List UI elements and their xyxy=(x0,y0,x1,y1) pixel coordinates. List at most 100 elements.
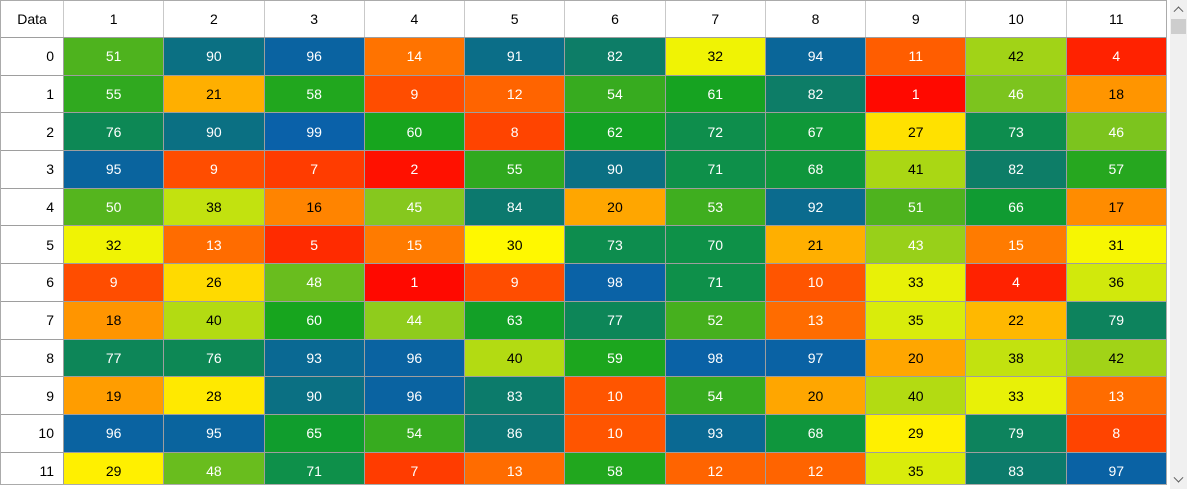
cell-r7-c9[interactable]: 35 xyxy=(866,301,966,339)
cell-r0-c6[interactable]: 82 xyxy=(565,38,665,75)
cell-r11-c9[interactable]: 35 xyxy=(866,452,966,484)
cell-r4-c10[interactable]: 66 xyxy=(966,188,1066,226)
cell-r10-c5[interactable]: 86 xyxy=(465,414,565,452)
cell-r6-c4[interactable]: 1 xyxy=(364,264,465,301)
cell-r9-c5[interactable]: 83 xyxy=(465,377,565,414)
cell-r8-c4[interactable]: 96 xyxy=(364,339,465,377)
cell-r11-c5[interactable]: 13 xyxy=(465,452,565,484)
cell-r8-c7[interactable]: 98 xyxy=(665,339,765,377)
cell-r9-c4[interactable]: 96 xyxy=(364,377,465,414)
cell-r7-c4[interactable]: 44 xyxy=(364,301,465,339)
cell-r11-c2[interactable]: 48 xyxy=(164,452,264,484)
cell-r5-c4[interactable]: 15 xyxy=(364,226,465,264)
column-header-5[interactable]: 5 xyxy=(465,1,565,37)
cell-r4-c3[interactable]: 16 xyxy=(264,188,364,226)
cell-r6-c3[interactable]: 48 xyxy=(264,264,364,301)
cell-r8-c8[interactable]: 97 xyxy=(765,339,866,377)
row-header-7[interactable]: 7 xyxy=(1,301,63,339)
cell-r7-c6[interactable]: 77 xyxy=(565,301,665,339)
cell-r0-c8[interactable]: 94 xyxy=(765,38,866,75)
cell-r9-c9[interactable]: 40 xyxy=(866,377,966,414)
cell-r4-c11[interactable]: 17 xyxy=(1066,188,1166,226)
cell-r3-c5[interactable]: 55 xyxy=(465,151,565,188)
cell-r5-c9[interactable]: 43 xyxy=(866,226,966,264)
cell-r1-c8[interactable]: 82 xyxy=(765,75,866,113)
cell-r9-c6[interactable]: 10 xyxy=(565,377,665,414)
cell-r7-c11[interactable]: 79 xyxy=(1066,301,1166,339)
cell-r0-c9[interactable]: 11 xyxy=(866,38,966,75)
cell-r2-c5[interactable]: 8 xyxy=(465,113,565,151)
cell-r3-c3[interactable]: 7 xyxy=(264,151,364,188)
cell-r2-c10[interactable]: 73 xyxy=(966,113,1066,151)
cell-r0-c7[interactable]: 32 xyxy=(665,38,765,75)
cell-r2-c9[interactable]: 27 xyxy=(866,113,966,151)
cell-r11-c3[interactable]: 71 xyxy=(264,452,364,484)
cell-r2-c4[interactable]: 60 xyxy=(364,113,465,151)
cell-r0-c10[interactable]: 42 xyxy=(966,38,1066,75)
cell-r5-c3[interactable]: 5 xyxy=(264,226,364,264)
cell-r2-c2[interactable]: 90 xyxy=(164,113,264,151)
cell-r6-c8[interactable]: 10 xyxy=(765,264,866,301)
cell-r6-c10[interactable]: 4 xyxy=(966,264,1066,301)
cell-r7-c3[interactable]: 60 xyxy=(264,301,364,339)
cell-r3-c11[interactable]: 57 xyxy=(1066,151,1166,188)
column-header-6[interactable]: 6 xyxy=(565,1,665,37)
cell-r3-c10[interactable]: 82 xyxy=(966,151,1066,188)
cell-r1-c5[interactable]: 12 xyxy=(465,75,565,113)
column-header-1[interactable]: 1 xyxy=(64,1,164,37)
cell-r5-c2[interactable]: 13 xyxy=(164,226,264,264)
cell-r7-c10[interactable]: 22 xyxy=(966,301,1066,339)
cell-r8-c1[interactable]: 77 xyxy=(64,339,164,377)
cell-r4-c6[interactable]: 20 xyxy=(565,188,665,226)
cell-r1-c6[interactable]: 54 xyxy=(565,75,665,113)
cell-r7-c5[interactable]: 63 xyxy=(465,301,565,339)
column-header-8[interactable]: 8 xyxy=(765,1,866,37)
cell-r8-c5[interactable]: 40 xyxy=(465,339,565,377)
cell-r2-c8[interactable]: 67 xyxy=(765,113,866,151)
cell-r7-c2[interactable]: 40 xyxy=(164,301,264,339)
cell-r9-c3[interactable]: 90 xyxy=(264,377,364,414)
cell-r0-c1[interactable]: 51 xyxy=(64,38,164,75)
cell-r8-c9[interactable]: 20 xyxy=(866,339,966,377)
cell-r2-c1[interactable]: 76 xyxy=(64,113,164,151)
cell-r6-c6[interactable]: 98 xyxy=(565,264,665,301)
cell-r1-c1[interactable]: 55 xyxy=(64,75,164,113)
cell-r5-c6[interactable]: 73 xyxy=(565,226,665,264)
cell-r0-c2[interactable]: 90 xyxy=(164,38,264,75)
cell-r10-c6[interactable]: 10 xyxy=(565,414,665,452)
cell-r6-c11[interactable]: 36 xyxy=(1066,264,1166,301)
cell-r4-c5[interactable]: 84 xyxy=(465,188,565,226)
cell-r10-c9[interactable]: 29 xyxy=(866,414,966,452)
row-header-2[interactable]: 2 xyxy=(1,113,63,151)
cell-r1-c9[interactable]: 1 xyxy=(866,75,966,113)
cell-r2-c3[interactable]: 99 xyxy=(264,113,364,151)
column-header-2[interactable]: 2 xyxy=(164,1,264,37)
column-header-11[interactable]: 11 xyxy=(1066,1,1166,37)
cell-r6-c7[interactable]: 71 xyxy=(665,264,765,301)
scroll-up-button[interactable] xyxy=(1170,0,1187,17)
cell-r8-c11[interactable]: 42 xyxy=(1066,339,1166,377)
cell-r6-c5[interactable]: 9 xyxy=(465,264,565,301)
cell-r0-c11[interactable]: 4 xyxy=(1066,38,1166,75)
corner-header[interactable]: Data xyxy=(1,1,63,37)
cell-r10-c2[interactable]: 95 xyxy=(164,414,264,452)
column-header-7[interactable]: 7 xyxy=(665,1,765,37)
scrollbar-thumb[interactable] xyxy=(1171,19,1186,34)
row-header-10[interactable]: 10 xyxy=(1,414,63,452)
cell-r11-c8[interactable]: 12 xyxy=(765,452,866,484)
cell-r9-c8[interactable]: 20 xyxy=(765,377,866,414)
cell-r1-c10[interactable]: 46 xyxy=(966,75,1066,113)
cell-r1-c4[interactable]: 9 xyxy=(364,75,465,113)
cell-r6-c2[interactable]: 26 xyxy=(164,264,264,301)
cell-r9-c1[interactable]: 19 xyxy=(64,377,164,414)
cell-r10-c4[interactable]: 54 xyxy=(364,414,465,452)
row-header-5[interactable]: 5 xyxy=(1,226,63,264)
row-header-6[interactable]: 6 xyxy=(1,264,63,301)
cell-r5-c10[interactable]: 15 xyxy=(966,226,1066,264)
cell-r11-c11[interactable]: 97 xyxy=(1066,452,1166,484)
cell-r4-c7[interactable]: 53 xyxy=(665,188,765,226)
cell-r9-c7[interactable]: 54 xyxy=(665,377,765,414)
cell-r6-c1[interactable]: 9 xyxy=(64,264,164,301)
cell-r3-c7[interactable]: 71 xyxy=(665,151,765,188)
cell-r7-c8[interactable]: 13 xyxy=(765,301,866,339)
